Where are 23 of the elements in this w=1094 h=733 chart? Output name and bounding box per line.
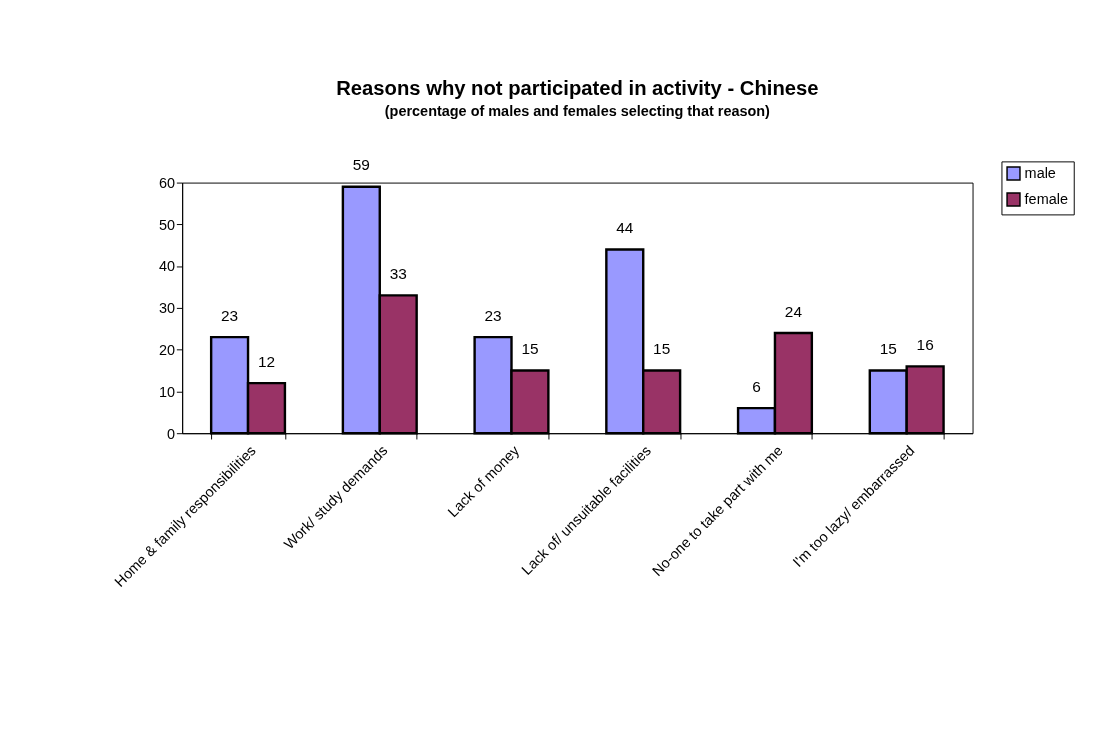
data-label: 6 bbox=[752, 377, 761, 395]
y-tick-label: 0 bbox=[166, 425, 175, 442]
data-label: 23 bbox=[484, 306, 502, 324]
y-tick-label: 40 bbox=[158, 258, 175, 275]
y-tick-label: 50 bbox=[158, 216, 175, 233]
y-tick-label: 10 bbox=[158, 383, 175, 400]
data-label: 15 bbox=[879, 340, 897, 358]
data-label: 12 bbox=[257, 352, 276, 370]
legend-label: female bbox=[1024, 191, 1068, 208]
y-tick-label: 30 bbox=[158, 300, 175, 317]
data-label: 44 bbox=[616, 219, 634, 237]
data-label: 15 bbox=[521, 340, 539, 358]
data-label: 16 bbox=[916, 336, 934, 353]
legend-label: male bbox=[1024, 165, 1056, 182]
data-label: 23 bbox=[221, 306, 239, 324]
data-label: 24 bbox=[784, 302, 803, 320]
y-tick-label: 20 bbox=[158, 341, 175, 358]
data-label: 15 bbox=[653, 340, 671, 358]
y-tick-label: 60 bbox=[158, 174, 175, 191]
data-label: 33 bbox=[389, 264, 407, 282]
chart-subtitle: (percentage of males and females selecting that reason) bbox=[384, 103, 771, 120]
data-label: 59 bbox=[352, 156, 370, 174]
chart-title: Reasons why not participated in activity - Chinese bbox=[336, 77, 819, 100]
